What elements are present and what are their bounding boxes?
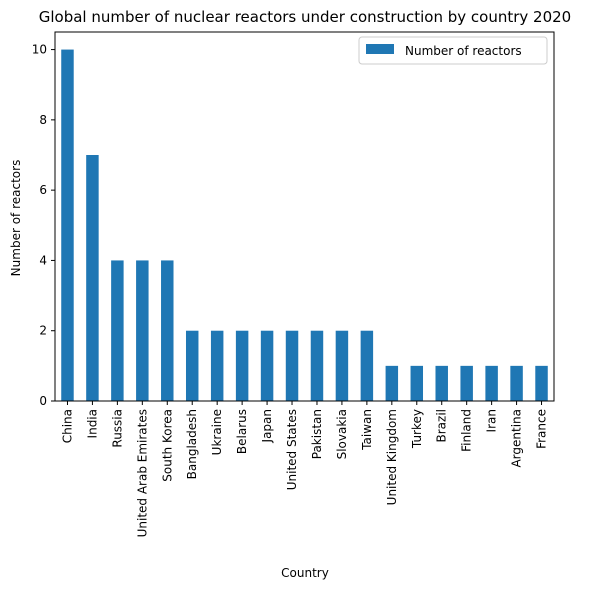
bar <box>310 330 324 401</box>
x-tick-label: Belarus <box>235 409 249 454</box>
x-tick-label: Russia <box>110 409 124 448</box>
bar <box>360 330 374 401</box>
x-tick-label: Pakistan <box>310 409 324 459</box>
x-tick-label: Iran <box>485 409 499 432</box>
x-tick-label: Turkey <box>410 409 424 449</box>
x-tick-label: Japan <box>260 409 274 443</box>
bar <box>410 365 424 401</box>
bars <box>61 49 548 401</box>
bar <box>285 330 299 401</box>
x-tick-label: Bangladesh <box>185 409 199 479</box>
bar <box>260 330 274 401</box>
bar <box>111 260 124 401</box>
y-tick-label: 6 <box>39 183 47 197</box>
x-axis-ticks: China India Russia United Arab Emirates Sout… <box>60 401 549 537</box>
legend-label: Number of reactors <box>405 44 522 58</box>
bar <box>510 365 523 401</box>
bar <box>535 365 548 401</box>
bar <box>161 260 174 401</box>
x-tick-label: Ukraine <box>210 409 224 455</box>
bar <box>335 330 349 401</box>
legend: Number of reactors <box>358 36 548 65</box>
y-tick-label: 10 <box>32 43 47 57</box>
legend-swatch <box>366 44 394 54</box>
x-tick-label: India <box>85 409 99 438</box>
bar <box>485 365 498 401</box>
x-tick-label: Brazil <box>435 409 449 443</box>
x-tick-label: United States <box>285 409 299 490</box>
chart-title: Global number of nuclear reactors under … <box>39 8 571 26</box>
y-axis-label: Number of reactors <box>9 160 23 277</box>
x-tick-label: China <box>60 409 74 443</box>
bar <box>460 365 473 401</box>
x-axis-label: Country <box>281 566 329 580</box>
bar <box>86 155 99 401</box>
x-tick-label: United Arab Emirates <box>135 409 149 537</box>
bar <box>210 330 224 401</box>
bar <box>61 49 74 401</box>
bar <box>435 365 448 401</box>
x-tick-label: Argentina <box>510 409 524 468</box>
bar <box>385 365 399 401</box>
x-tick-label: Finland <box>460 409 474 452</box>
bar <box>136 260 149 401</box>
y-tick-label: 4 <box>39 253 47 267</box>
x-tick-label: Slovakia <box>335 409 349 459</box>
y-axis-ticks: 0 2 4 6 8 10 <box>32 43 55 408</box>
y-tick-label: 0 <box>39 394 47 408</box>
x-tick-label: France <box>535 409 549 449</box>
bar <box>235 330 249 401</box>
x-tick-label: United Kingdom <box>385 409 399 505</box>
x-tick-label: South Korea <box>160 409 174 482</box>
y-tick-label: 8 <box>39 113 47 127</box>
bar <box>185 330 199 401</box>
plot-frame <box>54 31 555 402</box>
x-tick-label: Taiwan <box>360 409 374 451</box>
y-tick-label: 2 <box>39 324 47 338</box>
legend-box <box>358 36 548 65</box>
